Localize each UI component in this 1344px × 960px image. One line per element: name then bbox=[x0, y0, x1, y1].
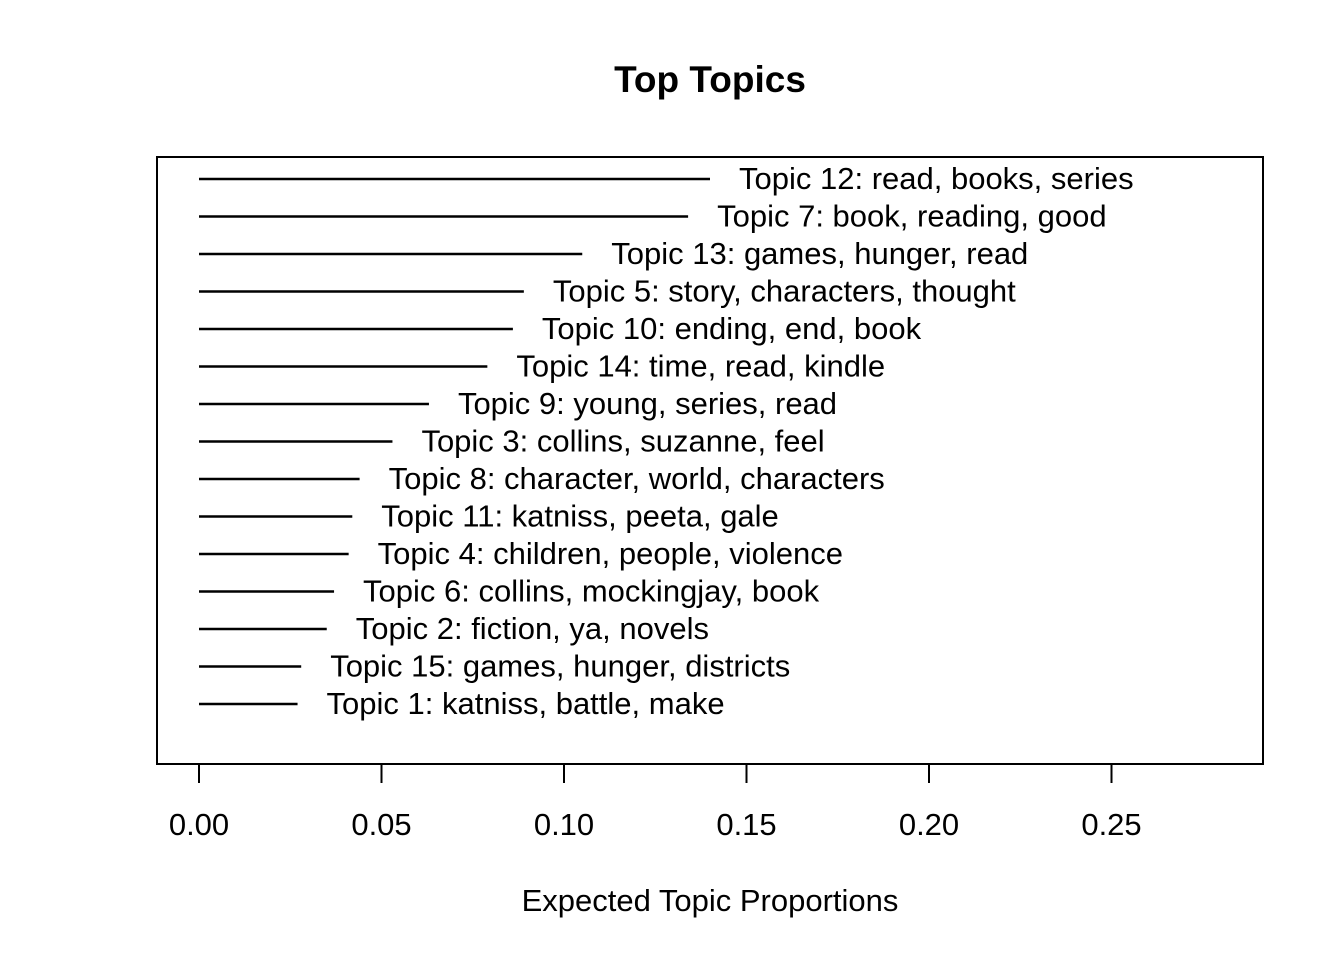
chart-title: Top Topics bbox=[614, 59, 806, 100]
topic-label: Topic 5: story, characters, thought bbox=[553, 274, 1016, 309]
x-tick-label: 0.00 bbox=[169, 807, 229, 842]
topic-label: Topic 12: read, books, series bbox=[739, 161, 1134, 196]
topic-label: Topic 11: katniss, peeta, gale bbox=[381, 499, 779, 534]
topic-label: Topic 13: games, hunger, read bbox=[611, 236, 1028, 271]
topic-label: Topic 8: character, world, characters bbox=[389, 461, 885, 496]
topic-label: Topic 2: fiction, ya, novels bbox=[356, 611, 709, 646]
topic-label: Topic 3: collins, suzanne, feel bbox=[421, 424, 824, 459]
x-tick-label: 0.20 bbox=[899, 807, 959, 842]
topic-label: Topic 1: katniss, battle, make bbox=[327, 686, 725, 721]
topic-label: Topic 9: young, series, read bbox=[458, 386, 837, 421]
topic-label: Topic 6: collins, mockingjay, book bbox=[363, 574, 820, 609]
topic-label: Topic 10: ending, end, book bbox=[542, 311, 922, 346]
topic-label: Topic 14: time, read, kindle bbox=[516, 349, 885, 384]
topic-label: Topic 15: games, hunger, districts bbox=[330, 649, 790, 684]
x-tick-label: 0.10 bbox=[534, 807, 594, 842]
x-axis: 0.00 0.05 0.10 0.15 0.20 0.25 bbox=[169, 763, 1142, 842]
x-tick-label: 0.05 bbox=[351, 807, 411, 842]
topic-label: Topic 4: children, people, violence bbox=[378, 536, 843, 571]
x-axis-label: Expected Topic Proportions bbox=[522, 883, 899, 918]
topic-label: Topic 7: book, reading, good bbox=[717, 199, 1107, 234]
x-tick-label: 0.15 bbox=[716, 807, 776, 842]
x-tick-label: 0.25 bbox=[1081, 807, 1141, 842]
